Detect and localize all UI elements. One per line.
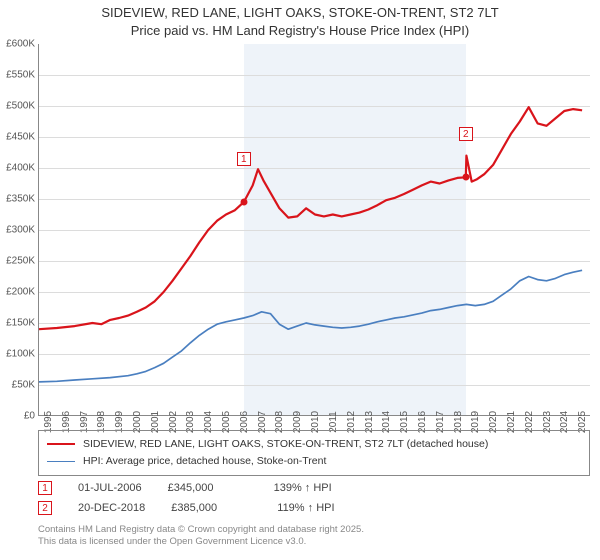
annotation-pct-1: 139% ↑ HPI (274, 482, 364, 494)
title-line-1: SIDEVIEW, RED LANE, LIGHT OAKS, STOKE-ON… (0, 4, 600, 22)
annotation-amount-1: £345,000 (168, 482, 248, 494)
footer: Contains HM Land Registry data © Crown c… (38, 524, 590, 549)
marker-box-2: 2 (459, 127, 473, 141)
annotation-row-2: 2 20-DEC-2018 £385,000 119% ↑ HPI (38, 498, 590, 518)
annotation-row-1: 1 01-JUL-2006 £345,000 139% ↑ HPI (38, 478, 590, 498)
y-tick-label: £300K (1, 225, 35, 236)
series-svg (39, 44, 591, 416)
annotation-pct-2: 119% ↑ HPI (277, 502, 367, 514)
chart-title: SIDEVIEW, RED LANE, LIGHT OAKS, STOKE-ON… (0, 0, 600, 39)
y-tick-label: £500K (1, 101, 35, 112)
legend-swatch-blue (47, 461, 75, 462)
footer-line-2: This data is licensed under the Open Gov… (38, 536, 590, 548)
y-tick-label: £150K (1, 318, 35, 329)
legend-label-2: HPI: Average price, detached house, Stok… (83, 453, 326, 470)
y-tick-label: £550K (1, 70, 35, 81)
annotation-date-1: 01-JUL-2006 (78, 482, 142, 494)
legend-row-2: HPI: Average price, detached house, Stok… (47, 453, 581, 470)
marker-dot-2 (462, 174, 469, 181)
y-tick-label: £100K (1, 349, 35, 360)
annotation-amount-2: £385,000 (171, 502, 251, 514)
y-tick-label: £400K (1, 163, 35, 174)
plot: £0£50K£100K£150K£200K£250K£300K£350K£400… (38, 44, 590, 416)
title-line-2: Price paid vs. HM Land Registry's House … (0, 22, 600, 40)
legend: SIDEVIEW, RED LANE, LIGHT OAKS, STOKE-ON… (38, 430, 590, 476)
annotation-table: 1 01-JUL-2006 £345,000 139% ↑ HPI 2 20-D… (38, 478, 590, 518)
y-tick-label: £0 (1, 411, 35, 422)
chart-container: SIDEVIEW, RED LANE, LIGHT OAKS, STOKE-ON… (0, 0, 600, 560)
plot-area: £0£50K£100K£150K£200K£250K£300K£350K£400… (38, 44, 590, 416)
marker-dot-1 (240, 199, 247, 206)
series-hpi (39, 270, 582, 382)
legend-row-1: SIDEVIEW, RED LANE, LIGHT OAKS, STOKE-ON… (47, 436, 581, 453)
annotation-marker-1: 1 (38, 481, 52, 495)
y-tick-label: £350K (1, 194, 35, 205)
y-tick-label: £250K (1, 256, 35, 267)
y-tick-label: £600K (1, 39, 35, 50)
y-tick-label: £50K (1, 380, 35, 391)
y-tick-label: £450K (1, 132, 35, 143)
legend-swatch-red (47, 443, 75, 445)
annotation-date-2: 20-DEC-2018 (78, 502, 145, 514)
annotation-marker-2: 2 (38, 501, 52, 515)
legend-label-1: SIDEVIEW, RED LANE, LIGHT OAKS, STOKE-ON… (83, 436, 488, 453)
y-tick-label: £200K (1, 287, 35, 298)
marker-box-1: 1 (237, 152, 251, 166)
footer-line-1: Contains HM Land Registry data © Crown c… (38, 524, 590, 536)
